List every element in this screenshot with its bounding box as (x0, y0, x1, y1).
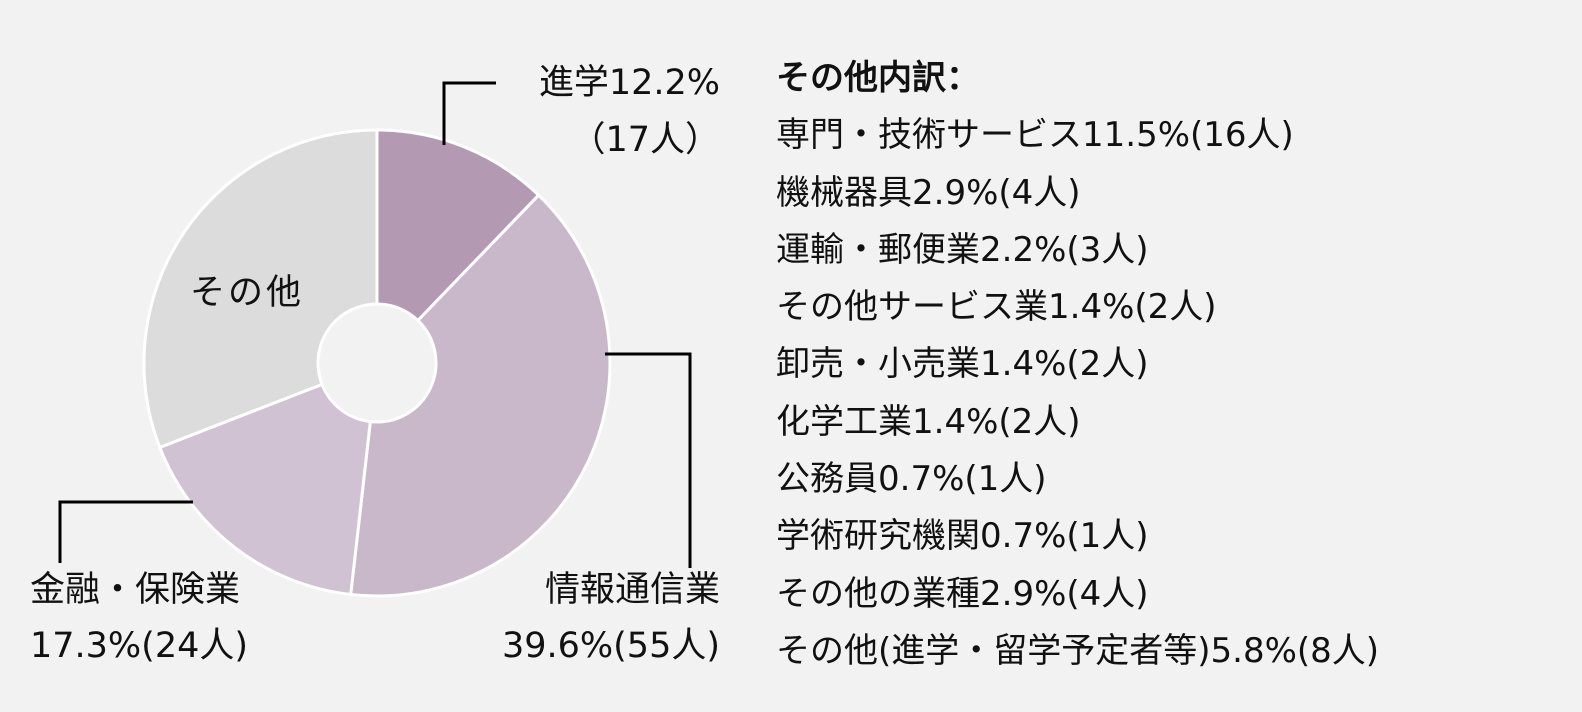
breakdown-item: 学術研究機関0.7%(1人) (776, 516, 1149, 557)
breakdown-item: 専門・技術サービス11.5%(16人) (776, 115, 1294, 156)
breakdown-item: その他の業種2.9%(4人) (776, 573, 1149, 614)
label-kinyu-name: 金融・保険業 (30, 570, 241, 610)
breakdown-title: その他内訳： (776, 58, 980, 98)
label-joho-name: 情報通信業 (544, 570, 720, 610)
breakdown-list: その他内訳： 専門・技術サービス11.5%(16人) 機械器具2.9%(4人) … (776, 56, 1379, 686)
label-kinyu-value: 17.3%(24人) (30, 626, 249, 666)
label-joho-value: 39.6%(55人) (501, 626, 720, 666)
label-shingaku-pct: 進学12.2% (538, 63, 720, 103)
label-joho: 情報通信業 39.6%(55人) (420, 570, 720, 666)
label-shingaku: 進学12.2% （17人） (480, 63, 720, 160)
label-kinyu: 金融・保険業 17.3%(24人) (30, 570, 248, 666)
donut-slice (157, 382, 373, 597)
breakdown-item: その他(進学・留学予定者等)5.8%(8人) (776, 630, 1380, 671)
donut-slice (142, 128, 379, 450)
label-shingaku-count: （17人） (570, 120, 720, 160)
donut-slice (349, 193, 612, 598)
leader-line-joho (605, 352, 692, 568)
breakdown-item: 機械器具2.9%(4人) (776, 172, 1081, 213)
breakdown-item: 公務員0.7%(1人) (776, 459, 1047, 500)
breakdown-item: 化学工業1.4%(2人) (776, 401, 1081, 442)
breakdown-item: 運輸・郵便業2.2%(3人) (776, 229, 1149, 270)
breakdown-item: 卸売・小売業1.4%(2人) (776, 344, 1149, 385)
donut-chart (58, 81, 692, 598)
breakdown-item: その他サービス業1.4%(2人) (776, 287, 1217, 328)
donut-slice (375, 128, 541, 323)
leader-line-kinyu (58, 500, 193, 563)
leader-line-shingaku (442, 81, 496, 145)
label-other: その他 (190, 273, 305, 313)
